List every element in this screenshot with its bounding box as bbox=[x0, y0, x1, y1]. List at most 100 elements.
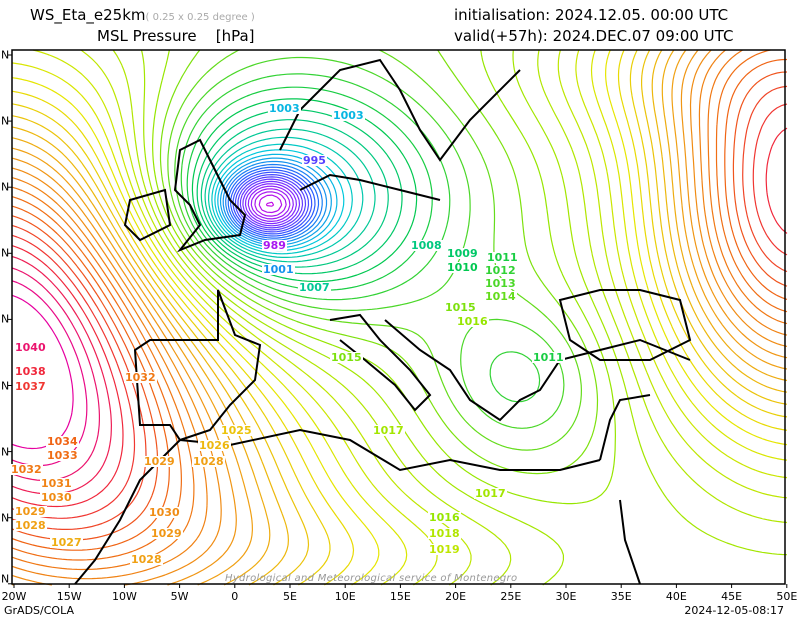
lon-label: 25E bbox=[500, 590, 522, 603]
isobar-label: 1029 bbox=[150, 527, 183, 540]
isobar-1032 bbox=[11, 49, 788, 571]
isobar-1039 bbox=[11, 255, 112, 495]
lat-label: N bbox=[1, 572, 10, 586]
isobar-1024 bbox=[11, 49, 788, 586]
isobar-label: 1001 bbox=[262, 263, 295, 276]
lon-label: 0 bbox=[231, 590, 239, 603]
isobar-label: 1017 bbox=[474, 487, 507, 500]
isobar-996 bbox=[234, 174, 310, 233]
coastline-britain bbox=[173, 138, 247, 253]
field-title: MSL Pressure [hPa] bbox=[97, 27, 255, 45]
isobar-label: 1016 bbox=[428, 511, 461, 524]
isobar-988 bbox=[258, 194, 283, 214]
isobar-990 bbox=[250, 188, 291, 220]
init-time: initialisation: 2024.12.05. 00:00 UTC bbox=[454, 6, 729, 24]
isobar-label: 1030 bbox=[40, 491, 73, 504]
lon-label: 15W bbox=[56, 590, 82, 603]
isobar-label: 1032 bbox=[124, 371, 157, 384]
isobar-label: 1011 bbox=[486, 251, 519, 264]
isobar-label: 989 bbox=[262, 239, 287, 252]
isobar-1006 bbox=[208, 136, 364, 258]
isobar-998 bbox=[230, 169, 316, 237]
field-units: [hPa] bbox=[215, 27, 255, 45]
axis-ticks bbox=[8, 54, 788, 588]
isobar-1016 bbox=[152, 49, 616, 505]
isobar-label: 1007 bbox=[298, 281, 331, 294]
lon-label: 5E bbox=[283, 590, 297, 603]
isobar-label: 1014 bbox=[484, 290, 517, 303]
isobar-1034 bbox=[11, 58, 788, 551]
lon-label: 35E bbox=[610, 590, 632, 603]
lon-label: 10W bbox=[111, 590, 137, 603]
isobar-contours bbox=[11, 49, 788, 586]
isobar-label: 1029 bbox=[143, 455, 176, 468]
lon-label: 30E bbox=[555, 590, 577, 603]
valid-time: valid(+57h): 2024.DEC.07 09:00 UTC bbox=[454, 27, 734, 45]
isobar-1028 bbox=[11, 49, 788, 586]
lat-label: N bbox=[1, 180, 10, 194]
isobar-1007 bbox=[204, 128, 376, 263]
lon-label: 5W bbox=[170, 590, 189, 603]
isobar-1023 bbox=[11, 49, 788, 586]
isobar-label: 1010 bbox=[446, 261, 479, 274]
isobar-label: 1038 bbox=[14, 365, 47, 378]
isobar-label: 1034 bbox=[46, 435, 79, 448]
grads-credit: GrADS/COLA bbox=[4, 604, 74, 617]
isobar-label: 1030 bbox=[148, 506, 181, 519]
isobar-1042 bbox=[11, 294, 74, 450]
isobar-1027 bbox=[11, 49, 788, 586]
isobar-label: 1003 bbox=[332, 109, 365, 122]
isobar-label: 1025 bbox=[220, 424, 253, 437]
isobar-1021 bbox=[11, 49, 788, 586]
isobar-1022 bbox=[11, 49, 788, 586]
coastline-ireland bbox=[123, 188, 172, 242]
render-timestamp: 2024-12-05-08:17 bbox=[684, 604, 784, 617]
lat-label: N bbox=[1, 48, 10, 62]
isobar-label: 1028 bbox=[14, 519, 47, 532]
isobar-1038 bbox=[11, 127, 788, 508]
isobar-1014 bbox=[167, 49, 582, 451]
isobar-995 bbox=[237, 176, 307, 231]
lat-label: N bbox=[1, 511, 10, 525]
isobar-label: 1032 bbox=[10, 463, 43, 476]
isobar-label: 1019 bbox=[428, 543, 461, 556]
lat-label: N bbox=[1, 114, 10, 128]
isobar-label: 1018 bbox=[428, 527, 461, 540]
isobar-label: 1013 bbox=[484, 277, 517, 290]
lon-label: 10E bbox=[334, 590, 356, 603]
lon-label: 50E bbox=[776, 590, 798, 603]
isobar-993 bbox=[242, 180, 301, 227]
isobar-1013 bbox=[174, 56, 565, 429]
isobar-992 bbox=[244, 183, 297, 225]
isobar-1017 bbox=[140, 49, 788, 586]
coastline-levant bbox=[599, 394, 651, 585]
isobar-989 bbox=[254, 191, 287, 217]
map-frame bbox=[11, 49, 786, 585]
isobar-label: 1026 bbox=[198, 439, 231, 452]
coastlines bbox=[74, 58, 692, 585]
lat-label: N bbox=[1, 379, 10, 392]
lat-label: N bbox=[1, 312, 10, 326]
isobar-1001 bbox=[222, 160, 328, 244]
isobar-label: 1028 bbox=[192, 455, 225, 468]
isobar-1025 bbox=[11, 49, 788, 586]
isobar-997 bbox=[232, 171, 313, 235]
lon-label: 15E bbox=[389, 590, 411, 603]
resolution: ( 0.25 x 0.25 degree ) bbox=[145, 12, 255, 23]
isobar-label: 1003 bbox=[268, 102, 301, 115]
field-name: MSL Pressure bbox=[97, 27, 197, 45]
coastline-blacksea bbox=[558, 289, 692, 361]
lon-label: 20E bbox=[445, 590, 467, 603]
isobar-label: 1029 bbox=[14, 505, 47, 518]
isobar-999 bbox=[227, 166, 320, 239]
coastline-balkans bbox=[384, 319, 691, 422]
isobar-label: 1037 bbox=[14, 380, 47, 393]
isobar-1011 bbox=[186, 86, 433, 291]
isobar-label: 1008 bbox=[410, 239, 443, 252]
isobar-label: 995 bbox=[302, 154, 327, 167]
isobar-label: 1016 bbox=[456, 315, 489, 328]
isobar-1019 bbox=[80, 49, 788, 586]
isobar-1015 bbox=[159, 49, 599, 475]
watermark: Hydrological and Meteorological service … bbox=[225, 573, 518, 584]
